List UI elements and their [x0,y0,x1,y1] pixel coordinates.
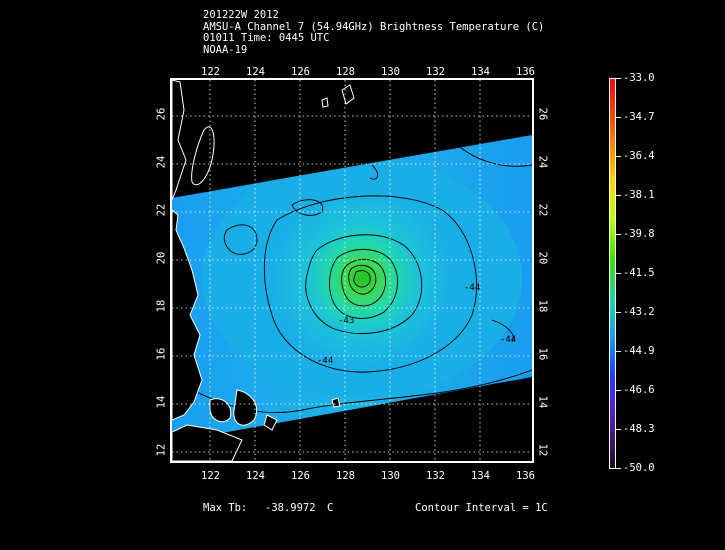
colorbar-tick [616,351,621,352]
header-line-4: NOAA-19 [203,43,248,56]
colorbar-label: -36.4 [623,150,655,162]
lat-tick-right-14: 14 [536,395,549,409]
lon-tick-bottom-136: 136 [516,470,535,482]
colorbar-label: -34.7 [623,111,655,123]
lat-tick-right-24: 24 [536,155,549,169]
graticule [172,80,532,461]
lon-tick-top-128: 128 [336,66,355,78]
lat-tick-left-18: 18 [155,299,168,313]
lon-tick-bottom-128: 128 [336,470,355,482]
colorbar-label: -46.6 [623,384,655,396]
colorbar-label: -41.5 [623,267,655,279]
lon-tick-top-122: 122 [201,66,220,78]
lat-tick-left-16: 16 [155,347,168,361]
lat-tick-right-18: 18 [536,299,549,313]
colorbar-gradient [609,78,616,469]
contour-label-3: -44 [500,335,516,345]
contour-interval: Contour Interval = 1C [415,502,548,514]
lon-tick-bottom-126: 126 [291,470,310,482]
brightness-temperature-map: -44 -44 -44 -43 [170,78,534,463]
colorbar-label: -33.0 [623,72,655,84]
lon-tick-top-130: 130 [381,66,400,78]
max-tb-value: -38.9972 [265,502,316,514]
header-line-2: AMSU-A Channel 7 (54.94GHz) Brightness T… [203,20,545,33]
lat-tick-right-12: 12 [536,443,549,457]
lon-tick-bottom-132: 132 [426,470,445,482]
contour-label-center: -43 [338,316,354,326]
lon-tick-bottom-124: 124 [246,470,265,482]
lon-tick-bottom-134: 134 [471,470,490,482]
coastlines [172,80,355,461]
lat-tick-left-14: 14 [155,395,168,409]
lat-tick-right-22: 22 [536,203,549,217]
colorbar-tick [616,273,621,274]
satellite-swath [172,135,532,442]
contour-label-2: -44 [317,356,333,366]
max-tb-label: Max Tb: [203,502,248,514]
colorbar-label: -48.3 [623,423,655,435]
max-tb-unit: C [327,502,334,514]
lon-tick-top-132: 132 [426,66,445,78]
lat-tick-left-12: 12 [155,443,168,457]
lat-tick-left-24: 24 [155,155,168,169]
colorbar-label: -44.9 [623,345,655,357]
colorbar-label: -39.8 [623,228,655,240]
lon-tick-top-134: 134 [471,66,490,78]
colorbar-tick [616,429,621,430]
lon-tick-top-136: 136 [516,66,535,78]
lat-tick-right-20: 20 [536,251,549,265]
colorbar-tick [616,234,621,235]
map-svg: -44 -44 -44 -43 [172,80,532,461]
colorbar-tick [616,312,621,313]
colorbar-label: -43.2 [623,306,655,318]
lat-tick-right-26: 26 [536,107,549,121]
lat-tick-right-16: 16 [536,347,549,361]
lon-tick-top-124: 124 [246,66,265,78]
lat-tick-left-20: 20 [155,251,168,265]
colorbar-tick [616,468,621,469]
lon-tick-bottom-130: 130 [381,470,400,482]
colorbar-tick [616,117,621,118]
figure-header: 201222W 2012 AMSU-A Channel 7 (54.94GHz) … [203,9,545,56]
colorbar-tick [616,78,621,79]
colorbar-tick [616,195,621,196]
colorbar-label: -50.0 [623,462,655,474]
header-line-3: 01011 Time: 0445 UTC [203,32,330,44]
colorbar-tick [616,390,621,391]
lat-tick-left-26: 26 [155,107,168,121]
colorbar-tick [616,156,621,157]
lon-tick-top-126: 126 [291,66,310,78]
lat-tick-left-22: 22 [155,203,168,217]
header-line-1: 201222W 2012 [203,9,279,21]
contour-label-1: -44 [464,283,480,293]
lon-tick-bottom-122: 122 [201,470,220,482]
colorbar-label: -38.1 [623,189,655,201]
